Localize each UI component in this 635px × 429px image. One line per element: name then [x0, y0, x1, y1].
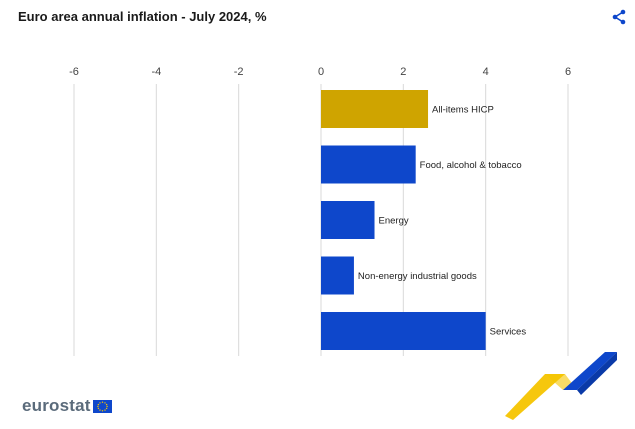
x-tick-label: 2 [400, 66, 406, 78]
category-label: All-items HICP [432, 105, 494, 116]
bar[interactable] [321, 256, 354, 295]
bar[interactable] [321, 201, 375, 239]
eurostat-logo[interactable]: eurostat [22, 396, 112, 416]
x-tick-label: 6 [565, 66, 571, 78]
share-icon[interactable] [611, 9, 627, 25]
chart-title: Euro area annual inflation - July 2024, … [18, 9, 267, 24]
category-label: Non-energy industrial goods [358, 271, 477, 282]
x-tick-label: 0 [318, 66, 324, 78]
category-label: Services [490, 327, 527, 338]
bars [321, 90, 486, 350]
category-labels: All-items HICP Food, alcohol & tobacco Ene… [358, 105, 526, 338]
bar[interactable] [321, 145, 416, 184]
category-label: Energy [379, 216, 409, 227]
bar[interactable] [321, 90, 429, 128]
logo-text: eurostat [22, 396, 91, 415]
decorative-ribbon [505, 352, 617, 420]
bar[interactable] [321, 312, 486, 350]
x-tick-label: -2 [234, 66, 244, 78]
gridlines [73, 84, 569, 356]
x-tick-label: 4 [483, 66, 489, 78]
x-tick-label: -6 [69, 66, 79, 78]
x-tick-label: -4 [151, 66, 161, 78]
x-axis-ticks: -6 -4 -2 0 2 4 6 [69, 66, 571, 78]
eu-flag-icon [92, 399, 112, 413]
category-label: Food, alcohol & tobacco [420, 160, 522, 171]
